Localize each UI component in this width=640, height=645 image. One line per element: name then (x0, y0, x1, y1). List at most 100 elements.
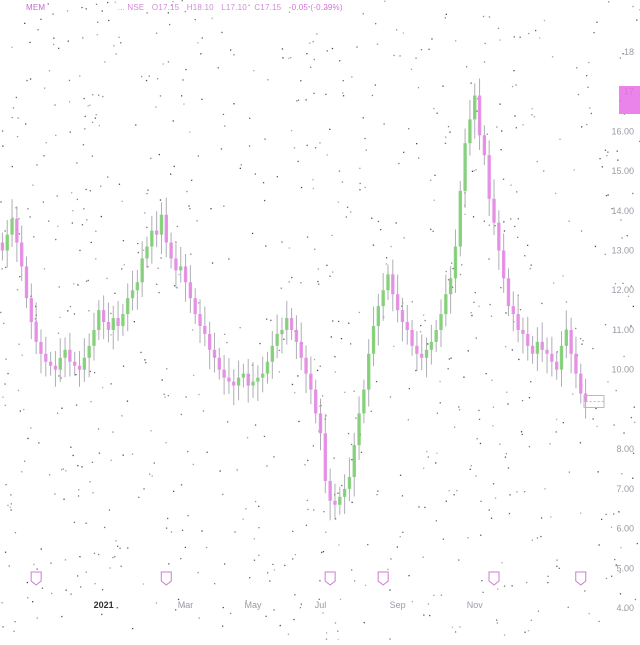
speckle (461, 264, 462, 265)
speckle (488, 258, 489, 259)
speckle (88, 310, 89, 311)
speckle (572, 393, 573, 394)
speckle (14, 621, 15, 622)
speckle (267, 572, 268, 573)
speckle (185, 547, 186, 548)
speckle (397, 546, 398, 547)
dividend-marker-icon[interactable] (576, 572, 586, 585)
speckle (86, 572, 87, 573)
price-axis[interactable]: 181716.0015.0014.0013.0012.0011.0010.008… (611, 47, 634, 613)
speckle (132, 454, 133, 455)
speckle (240, 327, 241, 328)
speckle (365, 187, 366, 188)
speckle (547, 582, 548, 583)
speckle (266, 616, 267, 617)
speckle (227, 421, 228, 422)
price-tick-label: 18 (624, 47, 634, 57)
speckle (632, 193, 633, 194)
speckle (426, 451, 427, 452)
candle-body (531, 346, 534, 354)
speckle (111, 460, 112, 461)
speckle (70, 306, 71, 307)
price-tick-label: 4.00 (616, 603, 634, 613)
candle-body (357, 413, 360, 445)
speckle (72, 210, 73, 211)
speckle (11, 47, 12, 48)
speckle (614, 559, 615, 560)
earnings-marker-icon[interactable] (489, 572, 499, 585)
speckle (445, 17, 446, 18)
speckle (403, 152, 404, 153)
speckle (443, 539, 444, 540)
speckle (580, 338, 581, 339)
speckle (472, 171, 473, 172)
speckle (556, 566, 557, 567)
speckle (453, 268, 454, 269)
speckle (423, 468, 424, 469)
speckle (605, 150, 606, 151)
speckle (595, 408, 596, 409)
speckle (92, 94, 93, 95)
speckle (141, 76, 142, 77)
dividend-marker-icon[interactable] (161, 572, 171, 585)
earnings-marker-icon[interactable] (325, 572, 335, 585)
speckle (92, 492, 93, 493)
candle-body (521, 330, 524, 334)
candle-body (353, 445, 356, 477)
speckle (89, 105, 90, 106)
speckle (119, 37, 120, 38)
speckle (281, 241, 282, 242)
speckle (46, 142, 47, 143)
speckle (529, 397, 530, 398)
speckle (201, 530, 202, 531)
candle-body (6, 235, 9, 251)
speckle (78, 489, 79, 490)
speckle (329, 129, 330, 130)
speckle (539, 37, 540, 38)
speckle (255, 424, 256, 425)
speckle (468, 350, 469, 351)
candle-body (261, 374, 264, 378)
candle-body (213, 350, 216, 358)
speckle (193, 464, 194, 465)
dividend-marker-icon[interactable] (378, 572, 388, 585)
candle-body (516, 314, 519, 330)
earnings-marker-icon[interactable] (31, 572, 41, 585)
speckle (341, 485, 342, 486)
speckle (76, 162, 77, 163)
speckle (331, 336, 332, 337)
speckle (481, 580, 482, 581)
speckle (620, 57, 621, 58)
speckle (327, 50, 328, 51)
speckle (95, 258, 96, 259)
speckle (81, 466, 82, 467)
speckle (506, 392, 507, 393)
candle-body (444, 294, 447, 314)
speckle (341, 338, 342, 339)
speckle (445, 143, 446, 144)
speckle (187, 451, 188, 452)
speckle (181, 414, 182, 415)
speckle (92, 462, 93, 463)
speckle (415, 370, 416, 371)
speckle (102, 96, 103, 97)
speckle (599, 158, 600, 159)
candle-body (391, 274, 394, 294)
speckle (17, 289, 18, 290)
speckle (114, 293, 115, 294)
speckle (10, 507, 11, 508)
speckle (418, 157, 419, 158)
candle-body (473, 96, 476, 120)
symbol-label: MEM (26, 3, 45, 12)
speckle (43, 201, 44, 202)
speckle (522, 400, 523, 401)
speckle (72, 222, 73, 223)
speckle (437, 113, 438, 114)
speckle (101, 614, 102, 615)
speckle (77, 465, 78, 466)
speckle (296, 100, 297, 101)
speckle (484, 61, 485, 62)
